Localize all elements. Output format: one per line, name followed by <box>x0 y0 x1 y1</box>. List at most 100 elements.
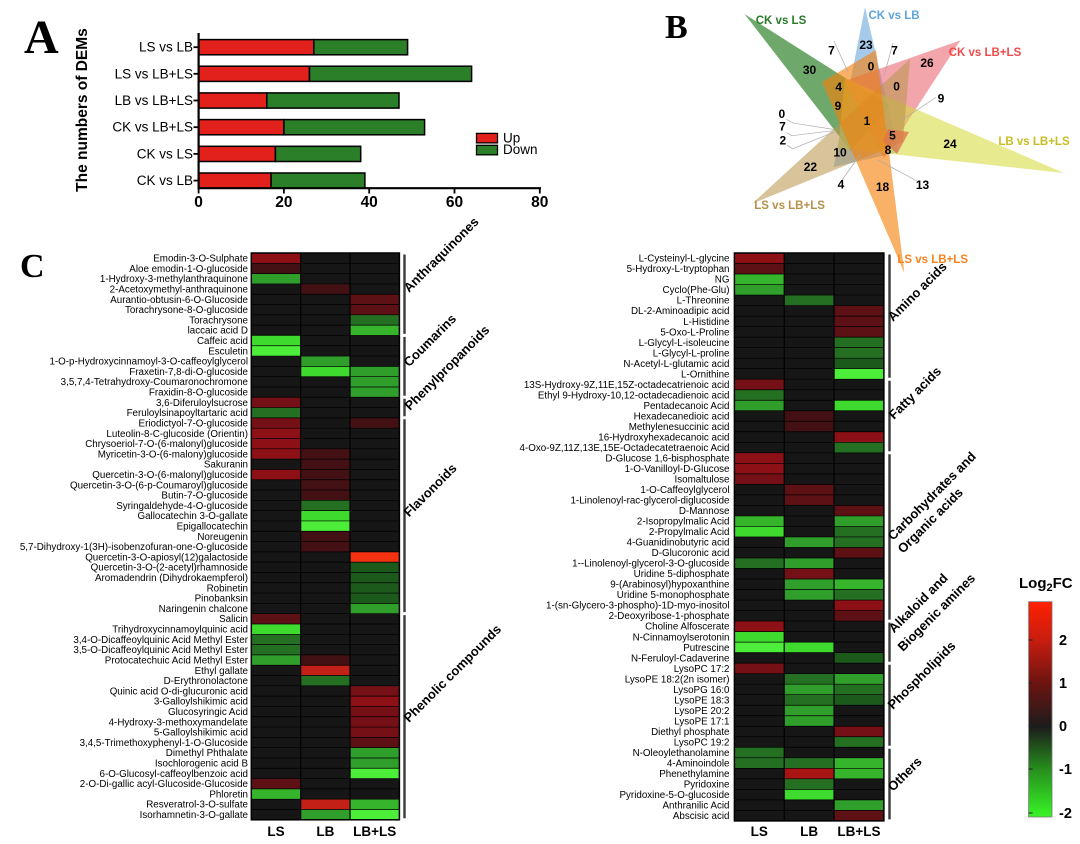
svg-text:2-Propylmalic Acid: 2-Propylmalic Acid <box>649 527 730 538</box>
svg-text:5: 5 <box>889 129 896 143</box>
svg-text:9: 9 <box>938 92 945 106</box>
svg-text:2-Deoxyribose-1-phosphate: 2-Deoxyribose-1-phosphate <box>609 611 730 622</box>
svg-text:7: 7 <box>779 120 786 134</box>
svg-text:Aloe emodin-1-O-glucoside: Aloe emodin-1-O-glucoside <box>129 264 248 275</box>
svg-text:D-Glucose 1,6-bisphosphate: D-Glucose 1,6-bisphosphate <box>605 453 730 464</box>
svg-text:L-Glycyl-L-isoleucine: L-Glycyl-L-isoleucine <box>639 338 730 349</box>
svg-text:laccaic acid D: laccaic acid D <box>188 326 248 337</box>
svg-text:LysoPG 16:0: LysoPG 16:0 <box>673 685 730 696</box>
svg-text:Fraxetin-7,8-di-O-glucoside: Fraxetin-7,8-di-O-glucoside <box>129 367 248 378</box>
svg-text:LS vs LB: LS vs LB <box>139 40 193 55</box>
svg-text:Esculetin: Esculetin <box>208 346 248 357</box>
svg-text:4: 4 <box>838 178 845 192</box>
svg-text:3,5,7,4-Tetrahydroxy-Coumarono: 3,5,7,4-Tetrahydroxy-Coumaronochromone <box>61 377 249 388</box>
svg-text:3,6-Diferuloylsucrose: 3,6-Diferuloylsucrose <box>156 398 249 409</box>
svg-text:3,4-O-Dicaffeoylquinic Acid Me: 3,4-O-Dicaffeoylquinic Acid Methyl Ester <box>73 635 248 646</box>
svg-text:-1: -1 <box>1059 762 1072 778</box>
svg-text:CK vs LS: CK vs LS <box>756 15 807 27</box>
svg-text:Naringenin chalcone: Naringenin chalcone <box>159 604 249 615</box>
svg-text:CK vs LS: CK vs LS <box>137 146 193 161</box>
svg-text:0: 0 <box>779 107 786 121</box>
svg-text:Feruloylsinapoyltartaric acid: Feruloylsinapoyltartaric acid <box>127 408 248 419</box>
svg-text:4-Aminoindole: 4-Aminoindole <box>667 758 730 769</box>
svg-text:2-O-Di-gallic acyl-Glucoside-G: 2-O-Di-gallic acyl-Glucoside-Glucoside <box>80 779 249 790</box>
svg-text:Fraxidin-8-O-glucoside: Fraxidin-8-O-glucoside <box>149 388 249 399</box>
svg-text:80: 80 <box>531 194 548 211</box>
svg-text:Diethyl phosphate: Diethyl phosphate <box>651 727 730 738</box>
svg-text:B: B <box>665 9 688 46</box>
svg-text:5-Galloylshikimic acid: 5-Galloylshikimic acid <box>154 728 248 739</box>
svg-text:4: 4 <box>835 80 842 94</box>
svg-text:5,7-Dihydroxy-1(3H)-isobenzofu: 5,7-Dihydroxy-1(3H)-isobenzofuran-one-O-… <box>20 542 249 553</box>
svg-text:Glucosyringic Acid: Glucosyringic Acid <box>168 707 248 718</box>
svg-text:LysoPE 18:3: LysoPE 18:3 <box>674 695 730 706</box>
svg-text:0: 0 <box>1059 719 1067 735</box>
svg-text:Aurantio-obtusin-6-O-Glucoside: Aurantio-obtusin-6-O-Glucoside <box>110 295 248 306</box>
svg-text:LS vs LB+LS: LS vs LB+LS <box>754 200 825 212</box>
svg-text:The numbers of DEMs: The numbers of DEMs <box>74 28 91 192</box>
svg-text:LS: LS <box>267 824 284 839</box>
svg-text:1-Linolenoyl-rac-glycerol-digl: 1-Linolenoyl-rac-glycerol-diglucoside <box>570 496 730 507</box>
svg-text:Quercetin-3-O-apiosyl(12)galac: Quercetin-3-O-apiosyl(12)galactoside <box>85 552 248 563</box>
svg-text:Choline Alfoscerate: Choline Alfoscerate <box>645 622 730 633</box>
svg-text:1-Hydroxy-3-methylanthraquinon: 1-Hydroxy-3-methylanthraquinone <box>100 274 249 285</box>
svg-text:L-Threonine: L-Threonine <box>677 296 730 307</box>
svg-text:0: 0 <box>893 80 900 94</box>
svg-text:Luteolin-8-C-glucoside (Orient: Luteolin-8-C-glucoside (Orientin) <box>106 429 248 440</box>
svg-text:4-Guanidinobutyric acid: 4-Guanidinobutyric acid <box>627 538 730 549</box>
svg-text:Emodin-3-O-Sulphate: Emodin-3-O-Sulphate <box>153 254 248 265</box>
svg-text:Dimethyl Phthalate: Dimethyl Phthalate <box>166 748 249 759</box>
svg-text:D-Erythronolactone: D-Erythronolactone <box>164 676 249 687</box>
svg-text:7: 7 <box>891 44 898 58</box>
svg-text:Eriodictyol-7-O-glucoside: Eriodictyol-7-O-glucoside <box>139 418 249 429</box>
svg-text:Quercetin-3-O-(6-p-Coumaroyl)g: Quercetin-3-O-(6-p-Coumaroyl)glucoside <box>70 480 249 491</box>
svg-text:Torachrysone-8-O-glucoside: Torachrysone-8-O-glucoside <box>125 305 249 316</box>
svg-text:Phloretin: Phloretin <box>209 789 248 800</box>
svg-text:Torachrysone: Torachrysone <box>189 315 248 326</box>
svg-text:Pyridoxine: Pyridoxine <box>684 779 730 790</box>
svg-text:N-Feruloyl-Cadaverine: N-Feruloyl-Cadaverine <box>631 653 730 664</box>
svg-text:Quinic acid O-di-glucuronic ac: Quinic acid O-di-glucuronic acid <box>110 686 248 697</box>
svg-text:20: 20 <box>275 194 292 211</box>
svg-text:18: 18 <box>876 180 890 194</box>
svg-text:LS vs LB+LS: LS vs LB+LS <box>115 66 193 81</box>
svg-text:Gallocatechin 3-O-gallate: Gallocatechin 3-O-gallate <box>137 511 248 522</box>
svg-text:13: 13 <box>916 178 930 192</box>
svg-text:Chrysoeriol-7-O-(6-malonyl)glu: Chrysoeriol-7-O-(6-malonyl)glucoside <box>85 439 248 450</box>
svg-text:Caffeic acid: Caffeic acid <box>197 336 248 347</box>
svg-text:6-O-Glucosyl-caffeoylbenzoic a: 6-O-Glucosyl-caffeoylbenzoic acid <box>100 769 248 780</box>
svg-text:LB+LS: LB+LS <box>353 824 396 839</box>
svg-text:L-Cysteinyl-L-glycine: L-Cysteinyl-L-glycine <box>639 254 730 265</box>
svg-text:Isorhamnetin-3-O-gallate: Isorhamnetin-3-O-gallate <box>140 810 249 821</box>
svg-text:L-Ornithine: L-Ornithine <box>681 369 730 380</box>
svg-text:Myricetin-3-O-(6-malony)glucos: Myricetin-3-O-(6-malony)glucoside <box>98 449 249 460</box>
svg-text:NG: NG <box>715 275 730 286</box>
svg-text:30: 30 <box>803 63 817 77</box>
svg-text:LysoPE 20:2: LysoPE 20:2 <box>674 706 729 717</box>
svg-text:40: 40 <box>361 194 378 211</box>
svg-text:N-Cinnamoylserotonin: N-Cinnamoylserotonin <box>633 632 730 643</box>
svg-text:LB: LB <box>800 824 818 839</box>
svg-text:LS: LS <box>751 824 768 839</box>
svg-text:4-Hydroxy-3-methoxymandelate: 4-Hydroxy-3-methoxymandelate <box>109 717 249 728</box>
svg-text:Down: Down <box>503 142 538 157</box>
svg-text:N-Acetyl-L-glutamic acid: N-Acetyl-L-glutamic acid <box>623 359 729 370</box>
svg-text:10: 10 <box>833 146 847 160</box>
svg-text:LB+LS: LB+LS <box>837 824 880 839</box>
svg-text:1-O-Caffeoylglycerol: 1-O-Caffeoylglycerol <box>640 485 729 496</box>
svg-text:Sakuranin: Sakuranin <box>204 460 248 471</box>
svg-text:CK vs LB+LS: CK vs LB+LS <box>949 47 1022 59</box>
svg-text:Cyclo(Phe-Glu): Cyclo(Phe-Glu) <box>663 285 730 296</box>
svg-text:LB: LB <box>316 824 334 839</box>
svg-text:D-Glucoronic acid: D-Glucoronic acid <box>652 548 730 559</box>
svg-text:16-Hydroxyhexadecanoic acid: 16-Hydroxyhexadecanoic acid <box>598 432 729 443</box>
svg-text:CK vs LB: CK vs LB <box>137 173 193 188</box>
svg-text:Ethyl gallate: Ethyl gallate <box>195 666 249 677</box>
svg-text:N-Oleoylethanolamine: N-Oleoylethanolamine <box>633 748 730 759</box>
svg-text:Butin-7-O-glucoside: Butin-7-O-glucoside <box>161 491 248 502</box>
svg-text:13S-Hydroxy-9Z,11E,15Z-octadec: 13S-Hydroxy-9Z,11E,15Z-octadecatrienoic … <box>524 380 730 391</box>
svg-text:1-O-Vanilloyl-D-Glucose: 1-O-Vanilloyl-D-Glucose <box>625 464 730 475</box>
svg-text:LB vs LB+LS: LB vs LB+LS <box>115 93 193 108</box>
svg-text:C: C <box>20 248 45 285</box>
svg-text:9: 9 <box>835 99 842 113</box>
